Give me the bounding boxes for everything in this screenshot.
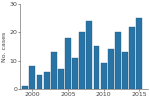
Bar [101,63,107,89]
Bar [122,52,128,89]
Bar [115,32,121,89]
Y-axis label: No. cases: No. cases [2,31,7,61]
Bar [22,86,28,89]
Bar [94,46,99,89]
Bar [129,27,135,89]
Bar [108,49,114,89]
Bar [37,75,42,89]
Bar [79,32,85,89]
Bar [72,58,78,89]
Bar [29,66,35,89]
Bar [65,38,71,89]
Bar [44,72,50,89]
Bar [58,69,64,89]
Bar [136,18,142,89]
Bar [51,52,57,89]
Bar [87,21,92,89]
